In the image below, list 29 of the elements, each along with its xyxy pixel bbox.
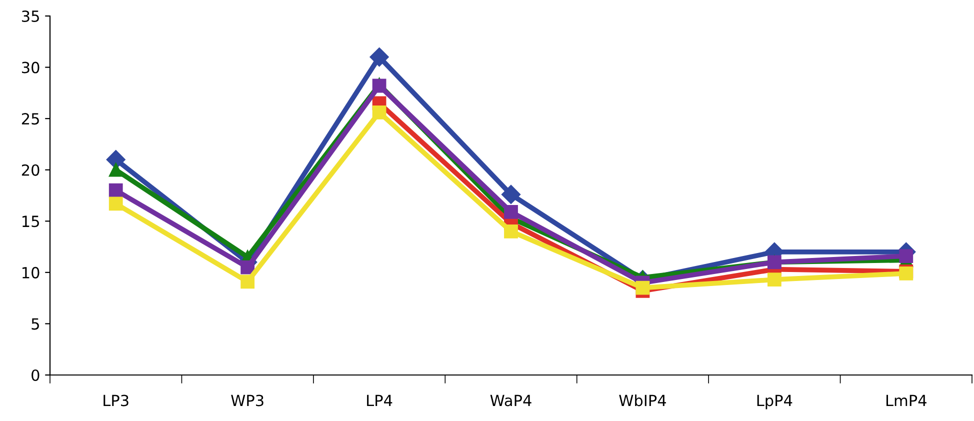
x-tick-label: LP3 xyxy=(104,394,128,406)
y-tick-label: 15 xyxy=(22,216,39,228)
y-tick-label: 25 xyxy=(22,113,39,125)
point xyxy=(504,204,518,219)
y-tick-label: 35 xyxy=(22,10,39,22)
x-tick-label: WP3 xyxy=(231,394,264,406)
point xyxy=(372,105,386,120)
x-tick-label: LpP4 xyxy=(757,394,792,410)
point xyxy=(240,260,255,274)
x-tick-label: LP4 xyxy=(367,394,392,406)
y-tick-label: 0 xyxy=(32,369,40,382)
point xyxy=(899,266,914,280)
y-tick-label: 20 xyxy=(22,164,40,176)
point xyxy=(636,280,650,295)
y-tick-label: 10 xyxy=(22,266,40,278)
point xyxy=(899,249,914,263)
point xyxy=(767,272,782,287)
y-tick-label: 5 xyxy=(32,318,39,330)
point xyxy=(108,162,123,177)
point xyxy=(504,224,518,238)
x-tick-label: WaP4 xyxy=(490,394,532,406)
point xyxy=(501,184,521,204)
point xyxy=(370,47,389,67)
point xyxy=(240,274,255,289)
point xyxy=(108,196,123,211)
x-tick-label: LmP4 xyxy=(886,394,926,406)
point xyxy=(108,183,123,198)
x-tick-label: WbIP4 xyxy=(619,394,666,406)
y-tick-label: 30 xyxy=(22,62,40,74)
